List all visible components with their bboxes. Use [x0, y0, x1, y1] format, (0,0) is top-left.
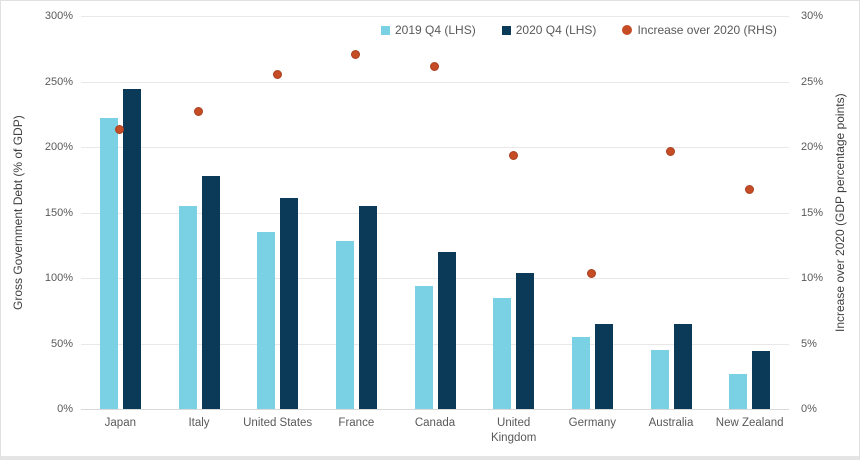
y-axis-tick-left: 0%: [57, 403, 73, 415]
bar-2020-q4-lhs: [673, 323, 692, 409]
bar-2019-q4-lhs: [571, 336, 590, 409]
gridline: [81, 81, 789, 83]
bar-2019-q4-lhs: [650, 350, 669, 409]
y-axis-tick-left: 250%: [44, 75, 73, 88]
y-axis-tick-right: 5%: [801, 337, 817, 350]
y-axis-tick-right: 25%: [801, 75, 824, 88]
y-axis-tick-right: 10%: [801, 272, 824, 284]
legend-square-marker: [381, 25, 390, 35]
x-category-label: United States: [243, 417, 313, 429]
legend-label: Increase over 2020 (RHS): [637, 23, 777, 37]
increase-dot: [587, 269, 597, 279]
bar-2019-q4-lhs: [335, 241, 354, 409]
increase-dot: [272, 69, 282, 79]
y-axis-tick-right: 15%: [801, 206, 824, 219]
gridline: [81, 278, 789, 279]
legend-circle-marker: [622, 25, 633, 35]
x-category-label: Japan: [104, 417, 136, 429]
gridline: [81, 409, 789, 410]
y-axis-tick-left: 50%: [50, 337, 73, 350]
x-category-label: France: [338, 417, 375, 429]
x-category-label: Italy: [188, 417, 210, 429]
bar-2020-q4-lhs: [594, 323, 613, 409]
bar-2019-q4-lhs: [493, 297, 512, 409]
bar-2020-q4-lhs: [516, 272, 535, 409]
increase-dot: [744, 185, 754, 195]
bar-2020-q4-lhs: [358, 205, 377, 409]
y-axis-tick-right: 20%: [801, 141, 824, 153]
bar-2020-q4-lhs: [437, 251, 456, 409]
increase-dot: [351, 50, 361, 60]
x-category-label: New Zealand: [715, 417, 784, 429]
x-category-label: Australia: [648, 417, 694, 429]
increase-dot: [430, 62, 439, 72]
legend-label: 2020 Q4 (LHS): [515, 23, 597, 37]
increase-dot: [115, 124, 125, 134]
bar-2020-q4-lhs: [201, 175, 220, 409]
legend-item: 2019 Q4 (LHS): [381, 23, 476, 37]
bar-2020-q4-lhs: [280, 198, 299, 409]
gridline: [81, 16, 789, 17]
bar-2019-q4-lhs: [414, 285, 433, 409]
legend-square-marker: [501, 25, 511, 35]
y-axis-tick-left: 100%: [44, 272, 73, 284]
gridline: [81, 147, 789, 148]
chart-legend: 2019 Q4 (LHS) 2020 Q4 (LHS) Increase over …: [381, 23, 777, 37]
y-axis-tick-left: 200%: [44, 141, 73, 153]
bar-2019-q4-lhs: [178, 205, 197, 409]
y-axis-tick-right: 30%: [801, 10, 824, 22]
x-category-label: Canada: [414, 417, 456, 429]
legend-item: Increase over 2020 (RHS): [622, 23, 777, 37]
bar-2020-q4-lhs: [122, 89, 141, 409]
bar-2019-q4-lhs: [99, 118, 118, 409]
bar-2020-q4-lhs: [752, 351, 771, 409]
y-axis-tick-right: 0%: [801, 403, 817, 415]
bar-2019-q4-lhs: [257, 232, 276, 409]
increase-dot: [194, 106, 203, 116]
plot-area: 0% 0% 50% 5% 100% 10% 150% 15% 200% 20% 250% 25% 300…: [45, 10, 823, 444]
legend-item: 2020 Q4 (LHS): [501, 23, 597, 37]
y-axis-tick-left: 150%: [44, 206, 73, 219]
x-category-label: United Kingdom: [490, 417, 537, 444]
increase-dot: [666, 147, 675, 157]
y-axis-tick-left: 300%: [44, 10, 73, 22]
x-category-label: Germany: [568, 417, 616, 429]
increase-dot: [508, 151, 518, 161]
bar-2019-q4-lhs: [729, 373, 748, 409]
gridline: [81, 343, 789, 345]
legend-label: 2019 Q4 (LHS): [395, 23, 476, 37]
gridline: [81, 212, 789, 214]
